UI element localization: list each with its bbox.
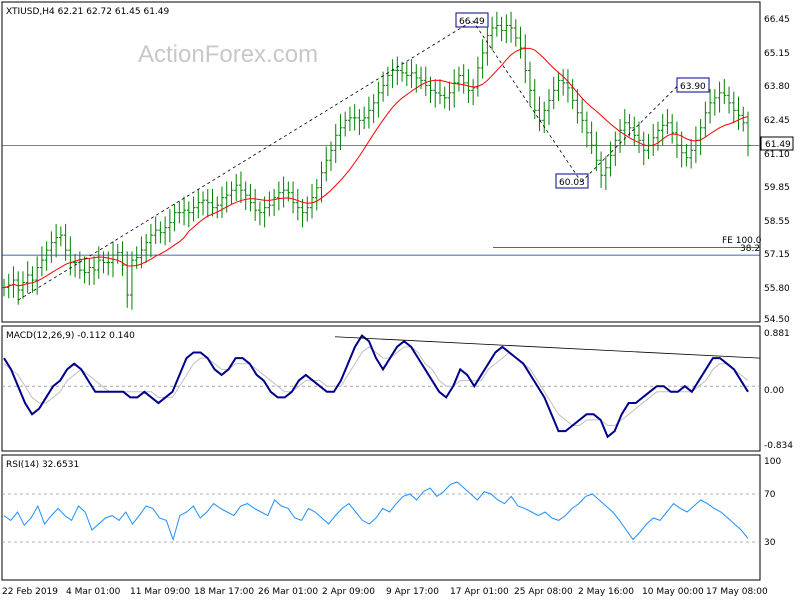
fibo-label-fe100: FE 100.0 (722, 236, 762, 246)
rsi-panel-title: RSI(14) 32.6531 (6, 460, 79, 470)
x-tick-label: 17 May 08:00 (706, 587, 768, 597)
price-y-tick: 58.55 (764, 217, 790, 227)
x-tick-label: 9 Apr 17:00 (386, 587, 439, 597)
x-tick-label: 26 Mar 01:00 (258, 587, 318, 597)
annotation-63-90: 63.90 (680, 82, 706, 92)
trendline-rebound (581, 85, 679, 183)
annotation-60-03: 60.03 (559, 178, 585, 188)
x-axis: 22 Feb 2019 4 Mar 01:00 11 Mar 09:00 18 … (2, 587, 768, 597)
x-tick-label: 4 Mar 01:00 (66, 587, 121, 597)
price-y-tick: 55.80 (764, 284, 790, 294)
moving-average-line (3, 47, 749, 289)
price-y-tick: 63.80 (764, 82, 790, 92)
price-y-tick: 62.45 (764, 116, 790, 126)
rsi-y-tick: 100 (764, 457, 781, 467)
chart-marks (2, 11, 761, 543)
price-y-tick: 59.85 (764, 183, 790, 193)
x-tick-label: 2 May 16:00 (578, 587, 634, 597)
rsi-panel-frame (1, 454, 761, 581)
trendline-up (18, 20, 473, 301)
x-tick-label: 22 Feb 2019 (2, 587, 58, 597)
price-y-axis: 66.45 65.15 63.80 62.45 61.10 59.85 58.5… (764, 15, 790, 325)
price-y-tick: 65.15 (764, 49, 790, 59)
rsi-line (3, 481, 749, 542)
fibo-label-382: 38.2 (740, 244, 760, 254)
price-y-tick: 66.45 (764, 15, 790, 25)
price-y-tick: 57.15 (764, 250, 790, 260)
x-tick-label: 18 Mar 17:00 (194, 587, 254, 597)
x-tick-label: 2 Apr 09:00 (322, 587, 375, 597)
current-price-label: 61.49 (765, 140, 791, 150)
annotation-63-90-box (676, 77, 710, 93)
price-panel-frame (1, 1, 761, 323)
rsi-y-tick: 70 (764, 490, 776, 500)
macd-trendline (334, 336, 761, 359)
macd-y-tick: 0.881 (764, 329, 790, 339)
watermark: ActionForex.com (138, 41, 318, 68)
price-y-tick: 54.50 (764, 315, 790, 325)
annotation-66-49: 66.49 (459, 17, 485, 27)
x-tick-label: 10 May 00:00 (642, 587, 704, 597)
macd-panel-title: MACD(12,26,9) -0.112 0.140 (6, 331, 135, 341)
price-y-tick: 61.10 (764, 150, 790, 160)
macd-y-tick: 0.00 (764, 386, 784, 396)
macd-y-tick: -0.834 (764, 441, 793, 451)
annotation-66-49-box (455, 12, 489, 28)
current-price-box (760, 136, 794, 151)
x-tick-label: 17 Apr 01:00 (450, 587, 509, 597)
rsi-y-tick: 30 (764, 538, 776, 548)
x-tick-label: 25 Apr 08:00 (514, 587, 573, 597)
price-panel-title: XTIUSD,H4 62.21 62.72 61.45 61.49 (6, 7, 170, 17)
annotation-60-03-box (555, 173, 589, 189)
macd-panel-frame (1, 325, 761, 452)
trendline-down (472, 20, 582, 183)
macd-signal-line (3, 346, 749, 427)
macd-line (3, 334, 749, 439)
x-tick-label: 11 Mar 09:00 (130, 587, 190, 597)
